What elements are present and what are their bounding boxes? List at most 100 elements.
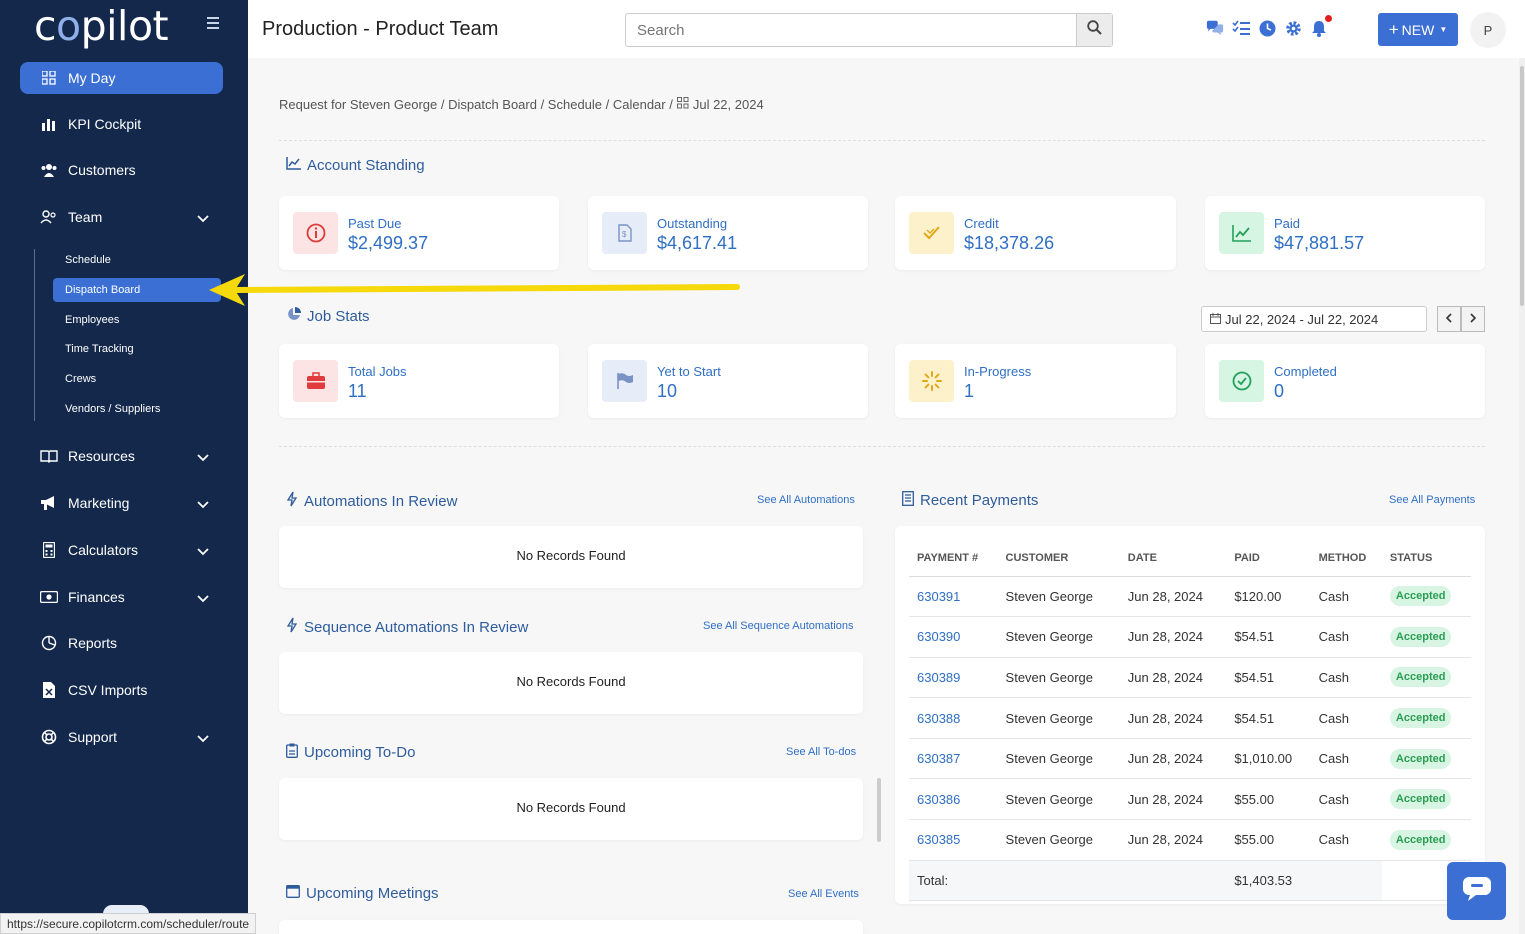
column-header[interactable]: METHOD (1310, 540, 1382, 577)
see-all-automations-link[interactable]: See All Automations (757, 494, 855, 506)
payment-number-link[interactable]: 630385 (909, 819, 998, 861)
total-row: Total: $1,403.53 (909, 860, 1471, 902)
new-button[interactable]: + NEW ▼ (1378, 13, 1458, 46)
prev-date-button[interactable] (1437, 306, 1461, 332)
payment-number-link[interactable]: 630391 (909, 576, 998, 618)
yet-to-start-card[interactable]: Yet to Start 10 (588, 344, 868, 418)
sidebar-subitem-employees[interactable]: Employees (53, 308, 221, 332)
table-row: 630391 Steven George Jun 28, 2024 $120.0… (909, 576, 1471, 618)
header-icons (1206, 15, 1332, 37)
search-input[interactable] (626, 14, 1066, 47)
search-button[interactable] (1076, 14, 1112, 46)
payment-number-link[interactable]: 630390 (909, 616, 998, 658)
chevron-down-icon (197, 590, 209, 606)
sidebar-item-marketing[interactable]: Marketing (20, 487, 223, 519)
paid-card[interactable]: Paid $47,881.57 (1205, 196, 1485, 270)
completed-card[interactable]: Completed 0 (1205, 344, 1485, 418)
sidebar-item-customers[interactable]: Customers (20, 154, 223, 186)
calendar-icon (286, 884, 300, 902)
payment-number-link[interactable]: 630388 (909, 697, 998, 739)
file-icon (40, 681, 58, 699)
see-all-sequence-automations-link[interactable]: See All Sequence Automations (703, 620, 854, 632)
sidebar-item-my-day[interactable]: My Day (20, 62, 223, 94)
date-cell: Jun 28, 2024 (1119, 576, 1227, 618)
chat-icon[interactable] (1206, 19, 1224, 37)
sidebar-item-finances[interactable]: Finances (20, 581, 223, 613)
payment-number-link[interactable]: 630389 (909, 657, 998, 699)
book-icon (40, 447, 58, 465)
panel-scrollbar[interactable] (877, 778, 881, 842)
see-all-payments-link[interactable]: See All Payments (1389, 494, 1476, 506)
copilot-logo[interactable]: copilot (34, 2, 169, 50)
breadcrumb-path[interactable]: Request for Steven George / Dispatch Boa… (279, 97, 673, 112)
search-icon (1087, 20, 1102, 40)
calendar-icon (1210, 312, 1221, 327)
total-value: $1,403.53 (1226, 860, 1382, 902)
avatar[interactable]: P (1470, 12, 1506, 48)
hamburger-menu-icon[interactable] (207, 17, 219, 29)
status-badge: Accepted (1389, 829, 1452, 850)
upcoming-todo-panel: No Records Found (279, 778, 863, 840)
stat-value: 11 (348, 381, 367, 401)
new-button-label: NEW (1401, 21, 1435, 38)
sidebar-item-support[interactable]: Support (20, 721, 223, 753)
column-header[interactable]: PAYMENT # (909, 540, 998, 577)
column-header[interactable]: PAID (1226, 540, 1311, 577)
table-row: 630387 Steven George Jun 28, 2024 $1,010… (909, 738, 1471, 780)
section-title: Account Standing (307, 157, 425, 174)
sidebar-item-reports[interactable]: Reports (20, 627, 223, 659)
total-jobs-card[interactable]: Total Jobs 11 (279, 344, 559, 418)
briefcase-icon (293, 360, 338, 402)
date-range-picker[interactable]: Jul 22, 2024 - Jul 22, 2024 (1201, 306, 1427, 332)
sidebar-item-resources[interactable]: Resources (20, 440, 223, 472)
sidebar-item-kpi-cockpit[interactable]: KPI Cockpit (20, 108, 223, 140)
bell-icon[interactable] (1310, 15, 1332, 37)
plus-icon: + (1388, 19, 1399, 39)
section-title: Upcoming Meetings (306, 884, 439, 902)
status-cell: Accepted (1381, 697, 1471, 739)
see-all-todos-link[interactable]: See All To-dos (786, 746, 857, 758)
chat-widget-button[interactable] (1447, 862, 1506, 920)
recent-payments-panel: PAYMENT # CUSTOMER DATE PAID METHOD STAT… (895, 526, 1485, 904)
paid-cell: $1,010.00 (1226, 738, 1311, 780)
sidebar-item-label: Reports (68, 635, 118, 651)
payment-number-link[interactable]: 630386 (909, 778, 998, 821)
in-progress-card[interactable]: In-Progress 1 (895, 344, 1176, 418)
sidebar-subitem-dispatch-board[interactable]: Dispatch Board (53, 278, 221, 302)
sidebar-item-team[interactable]: Team (20, 201, 223, 233)
next-date-button[interactable] (1461, 306, 1485, 332)
gear-icon[interactable] (1284, 19, 1302, 37)
flag-icon (602, 360, 647, 402)
chevron-left-icon (1445, 310, 1453, 328)
sidebar-subitem-time-tracking[interactable]: Time Tracking (53, 337, 221, 361)
subitem-label: Crews (65, 373, 97, 385)
page-scrollbar[interactable] (1519, 58, 1525, 934)
sequence-automations-panel: No Records Found (279, 652, 863, 714)
date-cell: Jun 28, 2024 (1119, 616, 1227, 658)
automations-heading: Automations In Review (286, 491, 457, 511)
chevron-down-icon (197, 730, 209, 746)
method-cell: Cash (1310, 576, 1382, 618)
column-header[interactable]: CUSTOMER (997, 540, 1120, 577)
tasks-icon[interactable] (1232, 19, 1250, 37)
payment-number-link[interactable]: 630387 (909, 738, 998, 780)
empty-message: No Records Found (516, 800, 626, 815)
past-due-card[interactable]: Past Due $2,499.37 (279, 196, 559, 270)
clipboard-icon (286, 743, 298, 762)
caret-down-icon: ▼ (1439, 25, 1448, 34)
account-standing-heading: Account Standing (286, 157, 425, 174)
status-cell: Accepted (1381, 819, 1471, 861)
team-icon (40, 208, 58, 226)
sidebar-subitem-vendors[interactable]: Vendors / Suppliers (53, 397, 221, 421)
column-header[interactable]: STATUS (1381, 540, 1471, 577)
chevron-down-icon (197, 496, 209, 512)
see-all-events-link[interactable]: See All Events (788, 888, 859, 900)
outstanding-card[interactable]: $ Outstanding $4,617.41 (588, 196, 868, 270)
sidebar-item-calculators[interactable]: Calculators (20, 534, 223, 566)
clock-icon[interactable] (1258, 19, 1276, 37)
sidebar-item-csv-imports[interactable]: CSV Imports (20, 674, 223, 706)
sidebar-subitem-crews[interactable]: Crews (53, 367, 221, 391)
column-header[interactable]: DATE (1119, 540, 1227, 577)
credit-card[interactable]: Credit $18,378.26 (895, 196, 1176, 270)
sidebar-subitem-schedule[interactable]: Schedule (53, 248, 221, 272)
